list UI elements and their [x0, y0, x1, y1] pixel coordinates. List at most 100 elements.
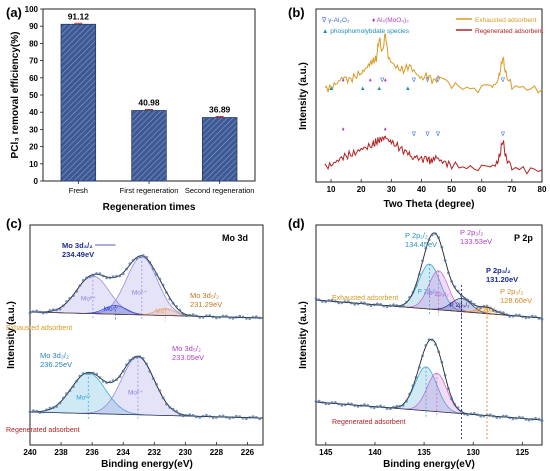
- raw-data-point: [91, 371, 95, 375]
- raw-data-point: [327, 402, 331, 406]
- x-tick-label: 230: [179, 448, 193, 457]
- alumina-marker: ∇: [500, 131, 506, 138]
- raw-data-point: [395, 304, 399, 307]
- raw-data-point: [443, 373, 447, 377]
- raw-data-point: [258, 316, 262, 320]
- raw-data-point: [225, 314, 228, 318]
- raw-data-point: [205, 314, 208, 318]
- raw-data-point: [185, 414, 188, 417]
- raw-data-point: [440, 360, 444, 364]
- raw-data-point: [221, 414, 225, 418]
- bar-value-label: 40.98: [138, 98, 160, 108]
- x-tick-label: 234: [117, 448, 131, 457]
- raw-data-point: [434, 343, 437, 346]
- panel-d-frame: [315, 224, 543, 446]
- raw-data-point: [241, 416, 245, 420]
- raw-data-point: [48, 309, 52, 312]
- raw-data-point: [476, 413, 479, 417]
- raw-data-point: [178, 412, 182, 416]
- raw-data-point: [540, 317, 544, 321]
- annotation-label: Mo 3d₃/₂: [40, 351, 69, 360]
- raw-data-point: [440, 245, 444, 249]
- raw-data-point: [195, 415, 198, 419]
- peak-label: P 2p₃/₂: [429, 291, 450, 298]
- raw-data-point: [330, 401, 334, 404]
- annotation-label: Mo 3d₅/₂: [190, 291, 219, 300]
- raw-data-point: [492, 309, 495, 312]
- raw-data-point: [372, 406, 376, 410]
- raw-data-point: [165, 402, 168, 406]
- y-tick-label: 100: [25, 5, 39, 14]
- raw-data-point: [115, 274, 118, 278]
- raw-data-point: [537, 317, 541, 320]
- x-tick-label: 232: [148, 448, 162, 457]
- raw-data-point: [450, 280, 453, 283]
- raw-data-point: [375, 405, 379, 409]
- raw-data-point: [401, 304, 405, 307]
- raw-data-point: [527, 315, 531, 319]
- raw-data-point: [518, 415, 521, 419]
- raw-data-point: [469, 412, 473, 416]
- molybdate-marker: ♦: [342, 127, 345, 133]
- raw-data-point: [350, 301, 353, 305]
- raw-data-point: [95, 272, 98, 275]
- raw-data-point: [201, 414, 205, 418]
- raw-data-point: [337, 402, 340, 406]
- raw-data-point: [28, 410, 32, 414]
- x-tick-label: 70: [507, 185, 516, 194]
- y-tick-label: 90: [29, 22, 38, 31]
- x-tick-label: Fresh: [69, 186, 88, 195]
- raw-data-point: [463, 297, 466, 301]
- raw-data-point: [101, 379, 105, 383]
- raw-data-point: [125, 363, 128, 367]
- raw-data-point: [459, 294, 463, 298]
- raw-data-point: [388, 304, 392, 308]
- raw-data-point: [258, 417, 262, 421]
- raw-data-point: [148, 260, 152, 264]
- raw-data-point: [414, 283, 418, 287]
- x-tick-label: 145: [319, 448, 333, 457]
- raw-data-point: [430, 233, 434, 237]
- bar: [131, 110, 167, 182]
- annotation-value: 128.60eV: [500, 296, 532, 305]
- raw-data-point: [511, 314, 515, 318]
- raw-data-point: [430, 338, 434, 342]
- raw-data-point: [356, 405, 360, 408]
- raw-data-point: [95, 372, 98, 376]
- raw-data-point: [314, 297, 318, 301]
- raw-data-point: [417, 272, 421, 276]
- raw-data-point: [518, 313, 521, 317]
- raw-data-point: [392, 303, 395, 307]
- raw-data-point: [456, 406, 460, 410]
- raw-data-point: [85, 372, 88, 375]
- raw-data-point: [459, 409, 463, 413]
- raw-data-point: [71, 385, 75, 388]
- raw-data-point: [78, 374, 82, 378]
- bar: [60, 23, 97, 182]
- raw-data-point: [498, 415, 502, 419]
- raw-data-point: [155, 382, 158, 386]
- legend-regenerated-text: Regenerated adsorbent: [475, 28, 543, 35]
- raw-data-point: [251, 315, 255, 319]
- raw-data-point: [254, 315, 258, 319]
- y-tick-label: 30: [29, 125, 38, 134]
- raw-data-point: [138, 255, 142, 259]
- raw-data-point: [472, 412, 476, 415]
- raw-data-point: [530, 314, 534, 318]
- panel-a-y-ticks: 0 10 20 30 40 50 60 70 80 90 100: [25, 5, 43, 186]
- raw-data-point: [379, 303, 382, 306]
- x-tick-label: 20: [357, 185, 366, 194]
- x-tick-label: 135: [417, 448, 431, 457]
- panel-b-label: (b): [288, 5, 305, 20]
- x-tick-label: 130: [467, 448, 481, 457]
- raw-data-point: [530, 417, 534, 421]
- y-tick-label: 60: [29, 74, 38, 83]
- panel-c-group-exhausted: Exhausted adsorbent: [6, 325, 72, 332]
- panel-b-series: [324, 33, 543, 175]
- panel-c-x-ticks: 240 238 236 234 232 230 228 226: [23, 442, 255, 457]
- raw-data-point: [151, 267, 155, 271]
- x-tick-label: 236: [85, 448, 99, 457]
- raw-data-point: [38, 310, 42, 314]
- raw-data-point: [350, 402, 353, 406]
- raw-data-point: [482, 305, 486, 308]
